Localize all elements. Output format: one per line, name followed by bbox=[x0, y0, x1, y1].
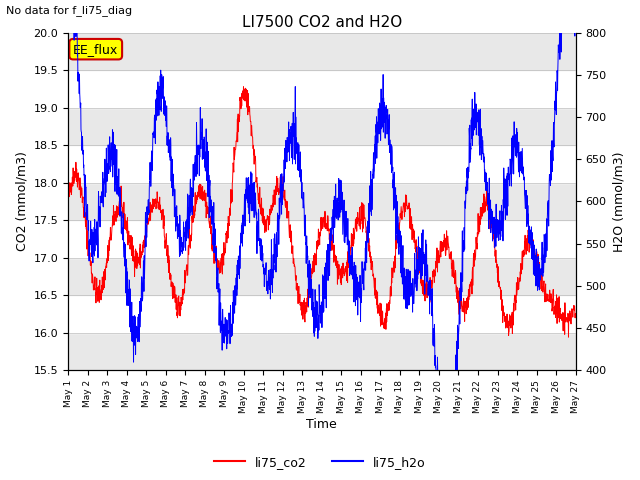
Legend: li75_co2, li75_h2o: li75_co2, li75_h2o bbox=[209, 451, 431, 474]
Bar bbox=[68, 333, 575, 370]
X-axis label: Time: Time bbox=[307, 419, 337, 432]
Title: LI7500 CO2 and H2O: LI7500 CO2 and H2O bbox=[242, 15, 402, 30]
Y-axis label: H2O (mmol/m3): H2O (mmol/m3) bbox=[612, 151, 625, 252]
Bar bbox=[68, 145, 575, 182]
Text: EE_flux: EE_flux bbox=[73, 43, 118, 56]
Bar bbox=[68, 33, 575, 70]
Bar bbox=[68, 70, 575, 108]
Bar bbox=[68, 258, 575, 295]
Bar bbox=[68, 295, 575, 333]
Text: No data for f_li75_diag: No data for f_li75_diag bbox=[6, 5, 132, 16]
Y-axis label: CO2 (mmol/m3): CO2 (mmol/m3) bbox=[15, 151, 28, 251]
Bar bbox=[68, 182, 575, 220]
Bar bbox=[68, 108, 575, 145]
Bar bbox=[68, 220, 575, 258]
